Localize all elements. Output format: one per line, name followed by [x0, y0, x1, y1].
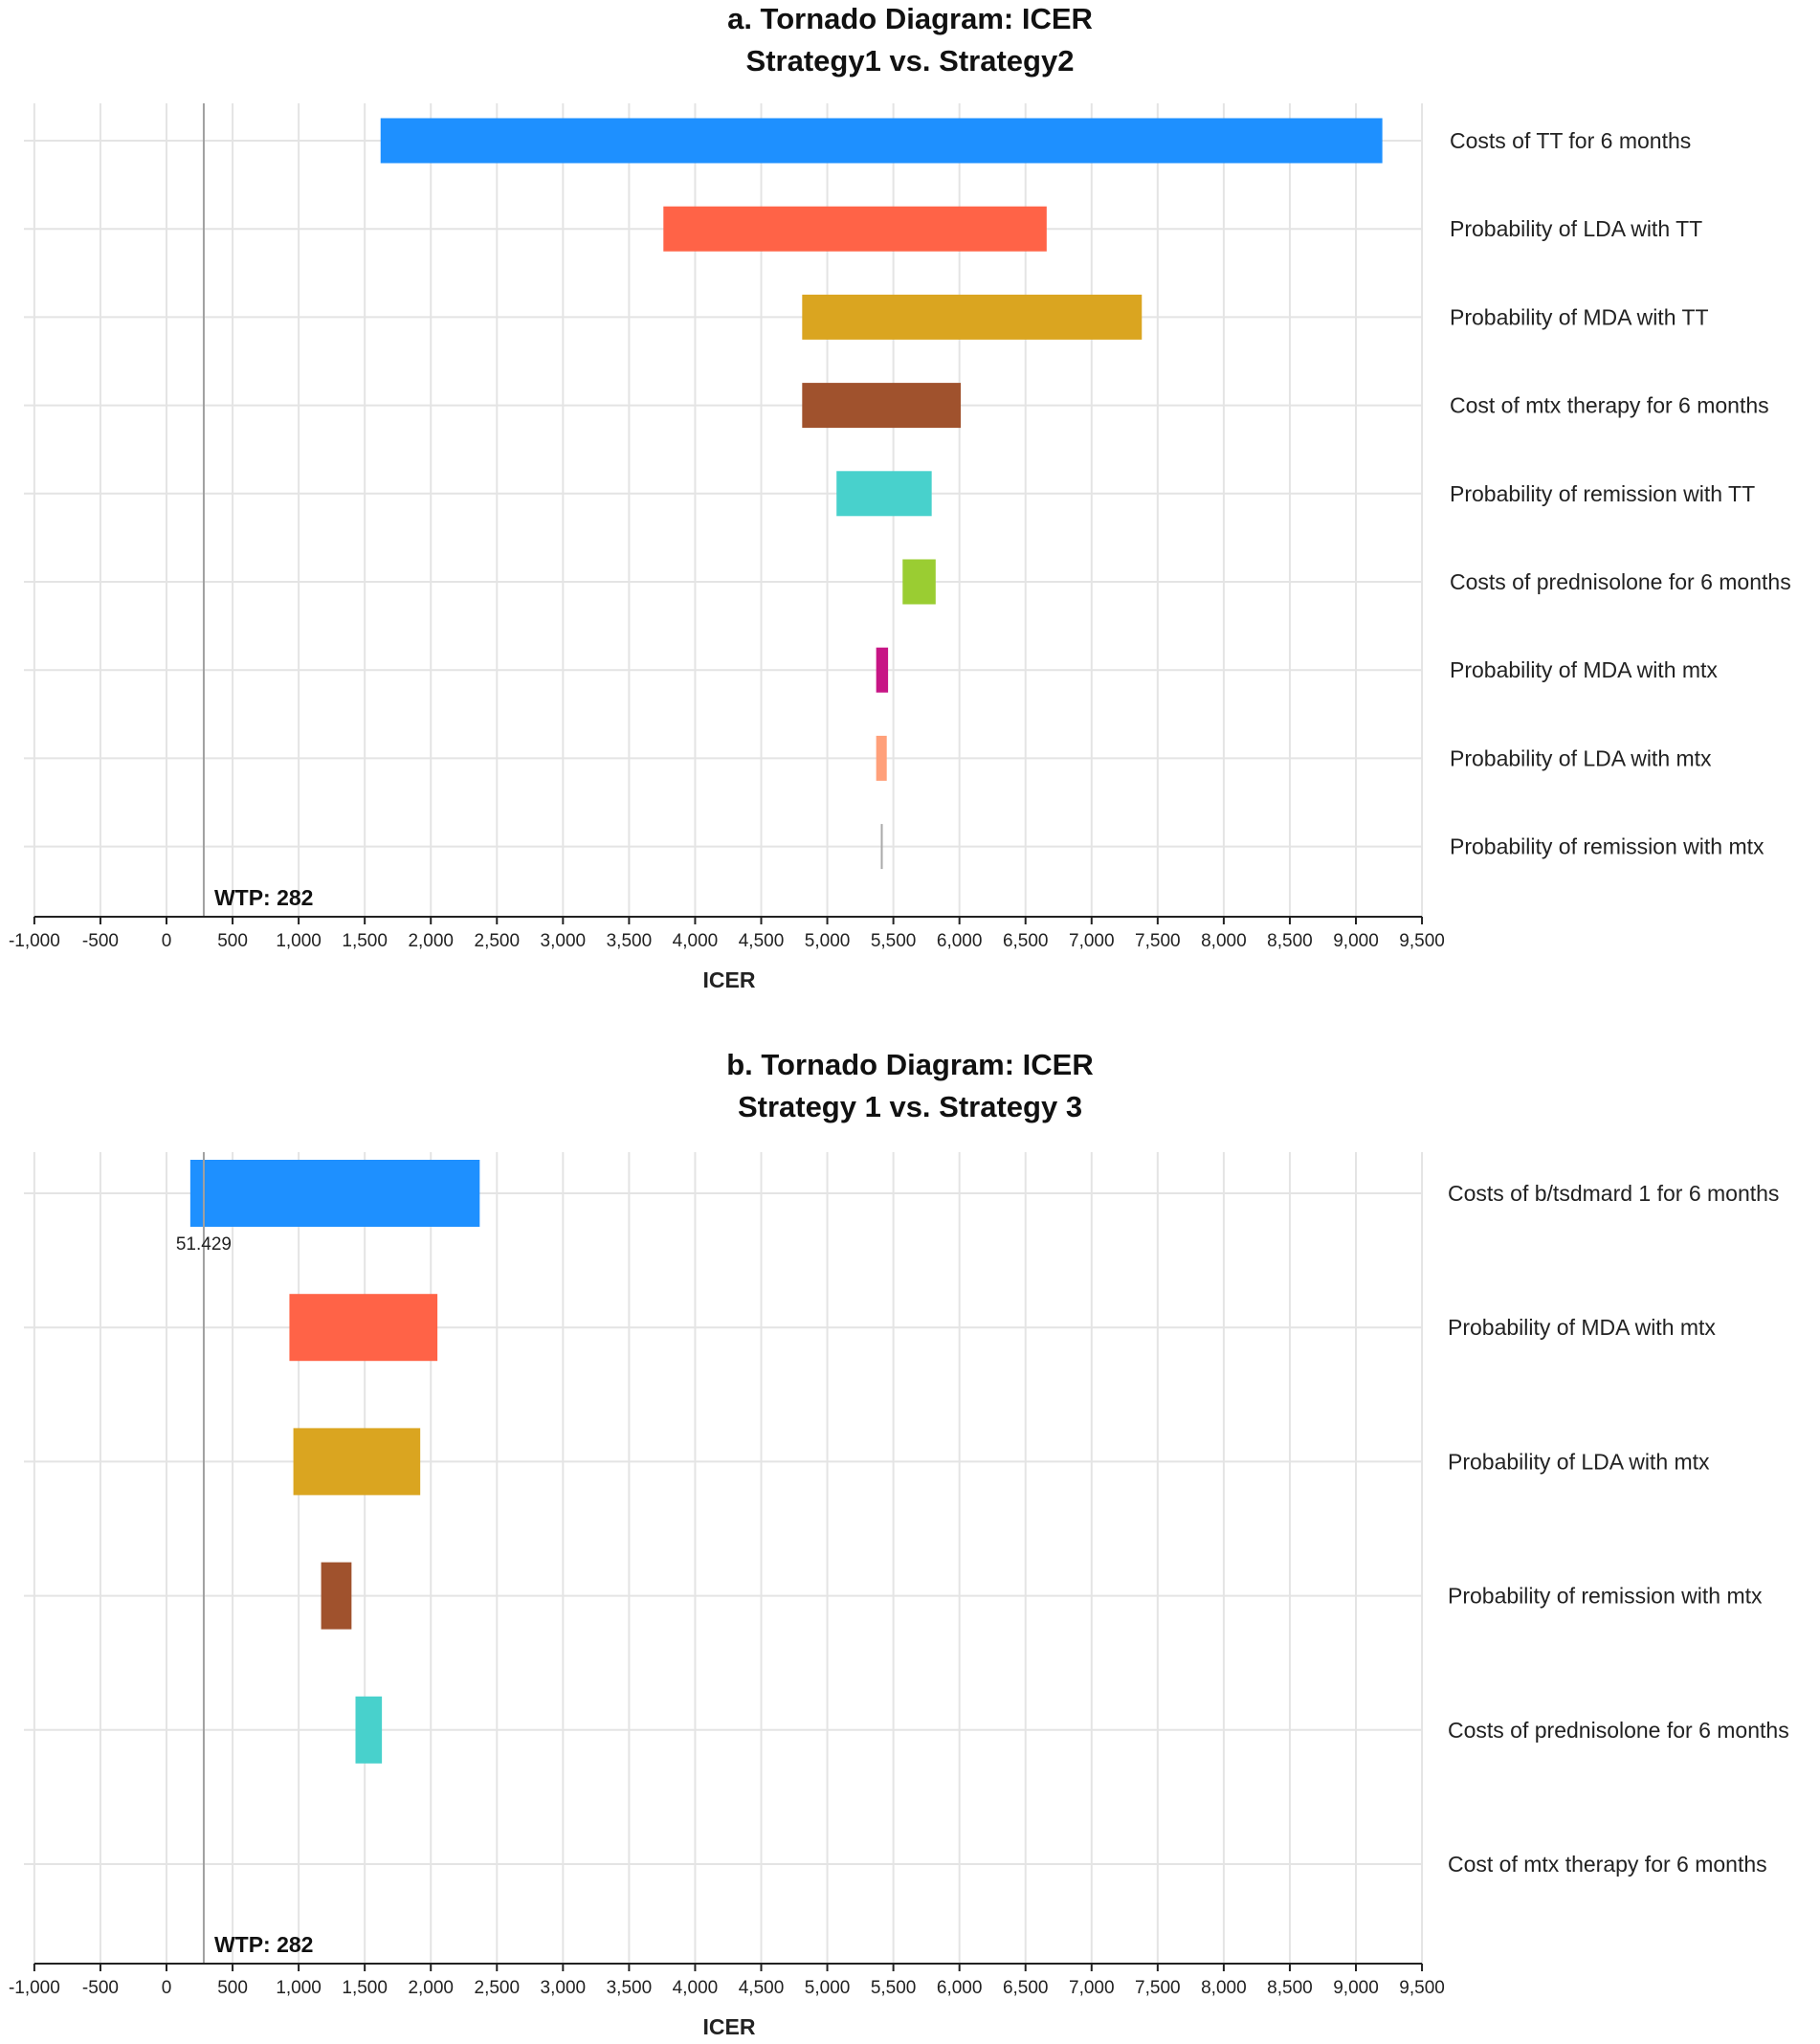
x-tick-label: 9,500 — [1399, 931, 1445, 951]
x-tick-label: 4,500 — [739, 931, 785, 951]
x-axis-title: ICER — [703, 2014, 756, 2039]
x-tick-label: 5,000 — [805, 931, 851, 951]
x-tick-label: 1,000 — [276, 1978, 322, 1998]
x-tick-label: -500 — [82, 931, 119, 951]
category-label: Costs of b/tsdmard 1 for 6 months — [1448, 1181, 1779, 1206]
category-label: Probability of MDA with mtx — [1448, 1315, 1716, 1340]
x-tick-label: 8,500 — [1267, 931, 1313, 951]
tornado-chart-b: b. Tornado Diagram: ICER Strategy 1 vs. S… — [9, 1048, 1789, 2039]
x-tick-label: 8,000 — [1201, 1978, 1247, 1998]
category-label: Costs of TT for 6 months — [1450, 128, 1691, 153]
x-tick-label: 3,000 — [541, 1978, 587, 1998]
bar-5 — [836, 471, 932, 517]
category-label: Probability of remission with mtx — [1450, 834, 1765, 859]
x-tick-label: 2,500 — [475, 1978, 521, 1998]
category-label: Probability of MDA with mtx — [1450, 657, 1718, 682]
x-tick-label: 4,000 — [673, 931, 719, 951]
x-tick-label: 6,000 — [937, 1978, 983, 1998]
category-label: Probability of LDA with mtx — [1448, 1449, 1710, 1474]
bar-3 — [802, 294, 1143, 340]
x-tick-label: 2,000 — [408, 931, 454, 951]
x-tick-label: 1,500 — [342, 1978, 388, 1998]
x-tick-label: 0 — [162, 1978, 172, 1998]
x-tick-label: 9,000 — [1333, 1978, 1379, 1998]
x-tick-label: 4,000 — [673, 1978, 719, 1998]
x-tick-label: 3,500 — [607, 1978, 653, 1998]
x-tick-label: 1,000 — [276, 931, 322, 951]
wtp-label: WTP: 282 — [214, 885, 314, 910]
bar-4 — [802, 383, 962, 429]
wtp-label: WTP: 282 — [214, 1932, 314, 1957]
chart-title-line-1: b. Tornado Diagram: ICER — [726, 1048, 1094, 1081]
x-tick-label: 5,500 — [871, 1978, 917, 1998]
category-label: Probability of remission with mtx — [1448, 1584, 1763, 1609]
x-tick-label: 4,500 — [739, 1978, 785, 1998]
bar-3 — [293, 1428, 421, 1496]
chart-title-line-2: Strategy1 vs. Strategy2 — [746, 44, 1075, 78]
bar-2 — [663, 206, 1047, 252]
category-label: Probability of remission with TT — [1450, 481, 1755, 506]
x-tick-label: 2,500 — [475, 931, 521, 951]
x-tick-label: 6,000 — [937, 931, 983, 951]
x-tick-label: -1,000 — [9, 931, 60, 951]
x-tick-label: -500 — [82, 1978, 119, 1998]
tornado-chart-a: a. Tornado Diagram: ICER Strategy1 vs. St… — [9, 2, 1791, 992]
x-tick-label: 500 — [217, 1978, 248, 1998]
x-tick-label: 7,000 — [1069, 931, 1115, 951]
x-tick-label: 1,500 — [342, 931, 388, 951]
x-tick-label: -1,000 — [9, 1978, 60, 1998]
bar-2 — [289, 1294, 438, 1362]
x-tick-label: 7,000 — [1069, 1978, 1115, 1998]
x-tick-label: 5,500 — [871, 931, 917, 951]
x-tick-label: 8,500 — [1267, 1978, 1313, 1998]
category-label: Probability of LDA with TT — [1450, 216, 1702, 241]
category-label: Probability of MDA with TT — [1450, 304, 1709, 329]
x-axis-title: ICER — [703, 967, 756, 992]
x-tick-label: 0 — [162, 931, 172, 951]
chart-title-line-1: a. Tornado Diagram: ICER — [727, 2, 1093, 35]
x-tick-label: 5,000 — [805, 1978, 851, 1998]
chart-title-line-2: Strategy 1 vs. Strategy 3 — [738, 1090, 1082, 1123]
bar-9 — [880, 824, 883, 870]
bar-6 — [902, 559, 936, 605]
x-tick-label: 2,000 — [408, 1978, 454, 1998]
x-tick-label: 7,500 — [1135, 1978, 1181, 1998]
x-tick-label: 9,000 — [1333, 931, 1379, 951]
bar-annotation: 51.429 — [176, 1234, 232, 1255]
bar-1 — [189, 1160, 480, 1227]
bar-5 — [355, 1696, 383, 1764]
x-tick-label: 8,000 — [1201, 931, 1247, 951]
bar-8 — [876, 735, 887, 781]
category-label: Cost of mtx therapy for 6 months — [1448, 1852, 1767, 1877]
category-label: Cost of mtx therapy for 6 months — [1450, 393, 1769, 418]
bar-1 — [380, 118, 1383, 164]
x-tick-label: 3,000 — [541, 931, 587, 951]
category-label: Probability of LDA with mtx — [1450, 745, 1712, 770]
x-tick-label: 6,500 — [1003, 1978, 1049, 1998]
x-tick-label: 9,500 — [1399, 1978, 1445, 1998]
x-tick-label: 7,500 — [1135, 931, 1181, 951]
x-tick-label: 6,500 — [1003, 931, 1049, 951]
x-tick-label: 500 — [217, 931, 248, 951]
category-label: Costs of prednisolone for 6 months — [1448, 1718, 1789, 1743]
x-tick-label: 3,500 — [607, 931, 653, 951]
category-label: Costs of prednisolone for 6 months — [1450, 569, 1791, 594]
bar-4 — [321, 1562, 352, 1630]
bar-7 — [876, 647, 889, 693]
